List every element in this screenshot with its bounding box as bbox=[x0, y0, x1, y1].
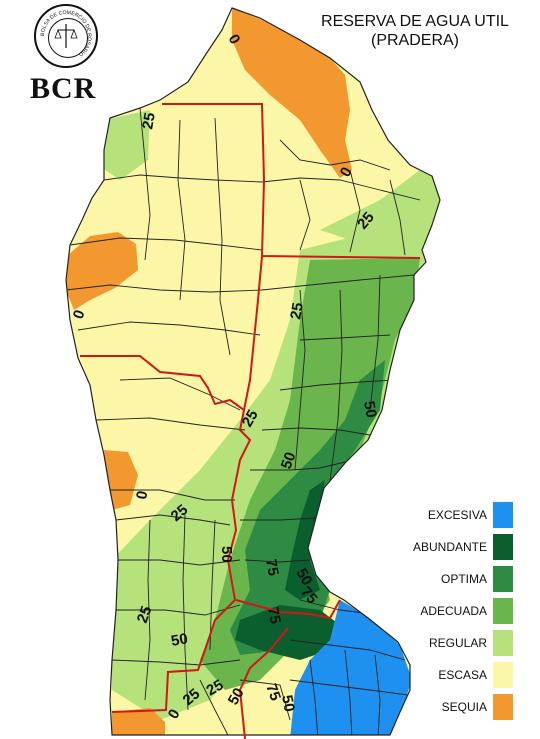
legend-swatch bbox=[493, 598, 513, 624]
legend-swatch bbox=[493, 630, 513, 656]
logo-seal-icon: BOLSA DE COMERCIO DE ROSARIO bbox=[34, 4, 98, 68]
legend-label: REGULAR bbox=[428, 636, 487, 650]
map-title-line1: RESERVA DE AGUA UTIL bbox=[321, 13, 509, 30]
contour-label: 50 bbox=[218, 546, 235, 563]
contour-label: 50 bbox=[278, 450, 300, 471]
zone-excesiva bbox=[290, 600, 412, 735]
legend-label: SEQUIA bbox=[441, 700, 487, 714]
legend-label: ADECUADA bbox=[420, 604, 487, 618]
contour-label: 25 bbox=[134, 604, 156, 625]
legend-swatch bbox=[493, 566, 513, 592]
logo-text: BCR bbox=[30, 72, 97, 105]
province-borders bbox=[80, 103, 421, 739]
contour-label: 50 bbox=[360, 400, 380, 419]
legend-label: ESCASA bbox=[438, 668, 487, 682]
legend-swatch bbox=[493, 534, 513, 560]
bcr-logo: BOLSA DE COMERCIO DE ROSARIO BCR bbox=[30, 4, 110, 105]
legend-label: OPTIMA bbox=[440, 572, 487, 586]
legend-swatch bbox=[493, 662, 513, 688]
zone-sequia-north bbox=[232, 8, 352, 178]
contour-label: 75 bbox=[262, 558, 282, 577]
legend-swatch bbox=[493, 502, 513, 528]
region-outline bbox=[65, 7, 441, 736]
zone-regular-northeast bbox=[320, 170, 440, 250]
department-borders bbox=[66, 107, 421, 735]
legend-swatch bbox=[493, 694, 513, 720]
legend-item-optima: OPTIMA bbox=[400, 566, 525, 592]
contour-label: 25 bbox=[239, 407, 262, 430]
legend-label: ABUNDANTE bbox=[412, 540, 487, 554]
legend-item-adecuada: ADECUADA bbox=[400, 598, 525, 624]
zone-sequia-west bbox=[66, 232, 138, 310]
legend-item-regular: REGULAR bbox=[400, 630, 525, 656]
contour-label: 25 bbox=[287, 301, 307, 320]
legend-item-sequia: SEQUIA bbox=[400, 694, 525, 720]
contour-label: 75 bbox=[264, 606, 284, 625]
zone-abundante bbox=[285, 480, 325, 600]
contour-label: 50 bbox=[293, 566, 316, 589]
zone-abundante-south bbox=[235, 605, 340, 660]
contour-label: 50 bbox=[225, 685, 248, 708]
contour-label: 50 bbox=[278, 694, 298, 713]
zone-sequia-south bbox=[112, 708, 165, 735]
legend-item-abundante: ABUNDANTE bbox=[400, 534, 525, 560]
map-title-line2: (PRADERA) bbox=[370, 32, 459, 49]
zone-sequia-southwest bbox=[104, 450, 138, 510]
contour-label: 25 bbox=[204, 676, 227, 699]
legend-label: EXCESIVA bbox=[427, 508, 487, 522]
legend-item-escasa: ESCASA bbox=[400, 662, 525, 688]
contour-label: 0 bbox=[133, 490, 151, 501]
contour-label: 75 bbox=[262, 682, 284, 703]
contour-label: 50 bbox=[170, 630, 189, 650]
map-title: RESERVA DE AGUA UTIL (PRADERA) bbox=[300, 12, 530, 50]
zone-regular-northwest bbox=[98, 110, 150, 180]
legend-item-excesiva: EXCESIVA bbox=[400, 502, 525, 528]
contour-label: 25 bbox=[139, 111, 159, 130]
